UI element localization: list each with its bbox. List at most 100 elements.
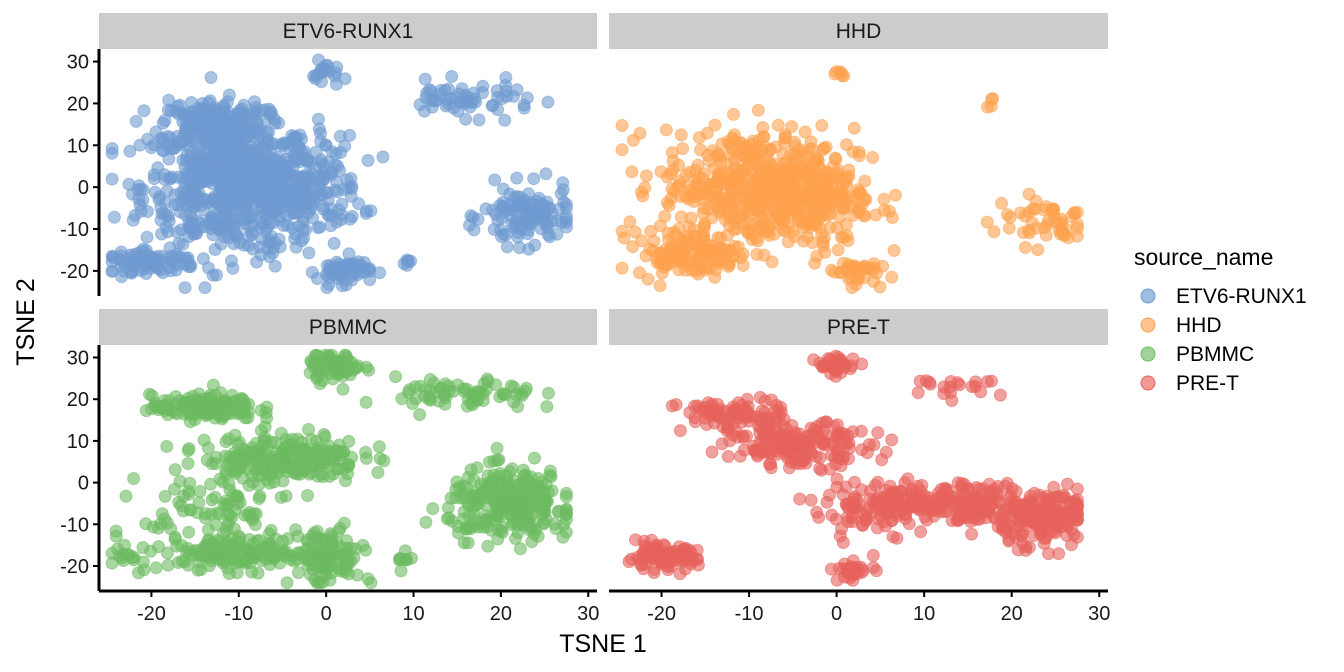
- data-point: [496, 182, 510, 196]
- data-point: [335, 197, 349, 211]
- data-point: [797, 234, 810, 248]
- data-point: [800, 149, 813, 163]
- data-point: [216, 203, 230, 217]
- data-point: [264, 537, 278, 551]
- data-point: [690, 179, 703, 193]
- data-point: [653, 279, 667, 293]
- data-point: [166, 404, 180, 418]
- data-point: [763, 420, 777, 434]
- data-point: [1070, 205, 1084, 219]
- data-point: [248, 95, 261, 109]
- data-point: [980, 375, 994, 389]
- y-axis-title: TSNE 2: [12, 278, 40, 366]
- data-point: [291, 182, 305, 196]
- data-point: [877, 203, 891, 217]
- data-point: [937, 387, 951, 400]
- data-point: [289, 523, 303, 537]
- data-point: [653, 219, 667, 233]
- data-point: [782, 168, 796, 182]
- data-point: [510, 83, 524, 97]
- data-point: [985, 92, 999, 106]
- data-point: [303, 567, 317, 581]
- data-point: [698, 249, 712, 263]
- data-point: [824, 562, 838, 576]
- data-point: [767, 227, 781, 241]
- data-point: [1019, 540, 1033, 553]
- data-point: [162, 93, 176, 107]
- y-tick-label: 20: [67, 93, 89, 115]
- data-point: [218, 150, 232, 164]
- data-point: [286, 207, 300, 220]
- facet-strip: [609, 13, 1108, 49]
- data-point: [831, 451, 845, 465]
- data-point: [201, 261, 215, 275]
- data-point: [127, 472, 141, 485]
- data-point: [371, 466, 385, 479]
- data-point: [268, 259, 282, 273]
- data-point: [274, 426, 288, 440]
- y-tick-label: -10: [60, 514, 89, 536]
- data-point: [105, 264, 119, 278]
- data-point: [723, 219, 736, 233]
- data-point: [1038, 532, 1052, 545]
- data-point: [426, 94, 440, 107]
- x-tick-label: 0: [321, 603, 332, 625]
- data-point: [361, 572, 375, 586]
- data-point: [724, 195, 737, 209]
- data-point: [700, 126, 714, 140]
- y-tick-label: 20: [67, 389, 89, 411]
- y-tick-label: 30: [67, 348, 89, 370]
- data-point: [467, 513, 481, 527]
- data-point: [835, 69, 849, 83]
- data-point: [225, 402, 239, 416]
- data-point: [174, 136, 188, 150]
- data-point: [300, 173, 314, 187]
- data-point: [351, 359, 365, 373]
- data-point: [740, 392, 754, 406]
- data-point: [654, 555, 668, 569]
- data-point: [324, 219, 338, 233]
- data-point: [615, 143, 629, 157]
- data-point: [542, 201, 556, 215]
- data-point: [503, 483, 517, 497]
- data-point: [511, 400, 525, 414]
- data-point: [911, 386, 925, 400]
- data-point: [165, 170, 179, 184]
- data-point: [804, 135, 818, 149]
- data-point: [684, 211, 698, 225]
- data-point: [855, 518, 869, 532]
- data-point: [187, 401, 201, 415]
- data-point: [123, 144, 137, 158]
- data-point: [517, 101, 531, 115]
- data-point: [262, 150, 276, 164]
- data-point: [184, 96, 198, 109]
- data-point: [559, 513, 573, 526]
- data-point: [173, 474, 187, 488]
- data-point: [1022, 187, 1036, 201]
- data-point: [325, 145, 339, 159]
- data-point: [293, 457, 307, 471]
- data-point: [886, 530, 900, 544]
- data-point: [230, 228, 244, 242]
- facet-strip-label: PBMMC: [309, 316, 387, 339]
- data-point: [372, 440, 386, 454]
- data-point: [998, 514, 1012, 528]
- data-point: [202, 533, 216, 546]
- facet-panel: PRE-T: [609, 309, 1108, 587]
- data-point: [191, 177, 205, 191]
- data-point: [137, 104, 151, 118]
- data-point: [751, 449, 765, 463]
- data-point: [1063, 497, 1077, 510]
- data-point: [168, 463, 182, 477]
- legend-label: PRE-T: [1176, 372, 1239, 395]
- data-point: [851, 272, 865, 286]
- data-point: [792, 427, 806, 441]
- data-point: [139, 243, 153, 257]
- data-point: [343, 128, 357, 142]
- data-point: [352, 197, 366, 211]
- data-point: [129, 114, 143, 128]
- data-point: [815, 227, 829, 241]
- data-point: [888, 188, 902, 202]
- data-point: [550, 214, 564, 228]
- data-point: [182, 220, 196, 234]
